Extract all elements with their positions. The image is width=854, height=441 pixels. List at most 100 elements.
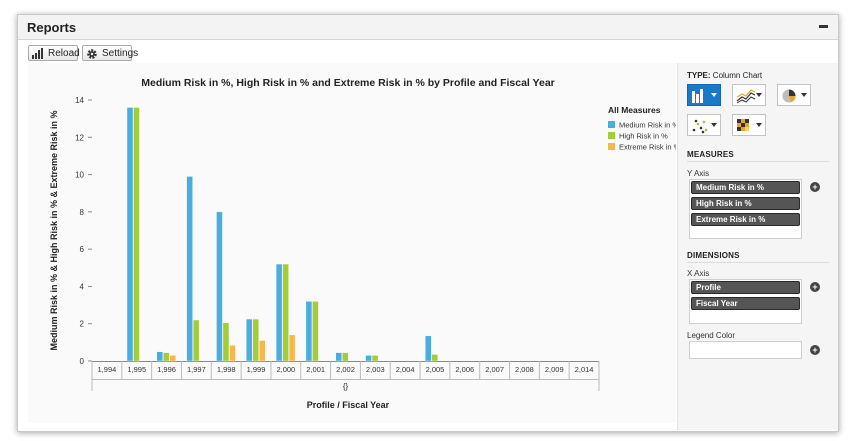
y-tick-label: 4: [80, 282, 85, 291]
chevron-down-icon: [756, 123, 762, 127]
x-tick-label: 2,006: [455, 365, 474, 374]
settings-label: Settings: [102, 47, 139, 59]
legend-swatch-0: [608, 121, 615, 128]
bar-0-1: [126, 107, 134, 362]
bar-1-2: [163, 352, 170, 362]
bar-2-4: [229, 344, 236, 362]
dimension-pill-fiscal-year[interactable]: Fiscal Year: [691, 297, 800, 310]
y-tick-label: 8: [80, 208, 85, 217]
type-label: TYPE:: [687, 71, 711, 80]
line-chart-icon: [736, 89, 756, 104]
legend-swatch-2: [608, 143, 615, 150]
add-dimension-icon[interactable]: +: [810, 282, 820, 292]
group-label: {}: [343, 382, 349, 391]
chart-panel: Medium Risk in %, High Risk in % and Ext…: [28, 63, 681, 423]
minimize-icon[interactable]: [818, 18, 830, 32]
bar-1-11: [431, 354, 438, 362]
reload-label: Reload: [48, 47, 80, 59]
reload-button[interactable]: Reload: [28, 45, 80, 61]
x-tick-label: 2,005: [426, 365, 445, 374]
chevron-down-icon: [711, 93, 717, 97]
bar-0-7: [305, 301, 313, 362]
reports-window: Reports Reload Settings Medium Risk in %…: [17, 14, 839, 432]
chevron-down-icon: [801, 93, 807, 97]
x-tick-label: 2,003: [366, 365, 385, 374]
legend-title: All Measures: [608, 105, 661, 115]
bar-2-6: [288, 334, 296, 362]
bar-chart-icon: [32, 47, 44, 59]
x-tick-label: 2,008: [515, 365, 534, 374]
bar-2-2: [169, 355, 177, 362]
chart-type-row: TYPE: Column Chart: [687, 71, 762, 80]
bar-2-5: [259, 340, 266, 362]
column-chart-type-button[interactable]: [687, 84, 721, 106]
y-axis-label: Y Axis: [687, 169, 710, 178]
bar-0-2: [156, 351, 164, 362]
scatter-chart-icon: [692, 119, 708, 134]
pie-chart-type-button[interactable]: [777, 84, 811, 106]
chart-settings-panel: TYPE: Column Chart MEASURES Y Axis Mediu…: [677, 63, 838, 430]
chart-title: Medium Risk in %, High Risk in % and Ext…: [141, 77, 555, 89]
add-measure-icon[interactable]: +: [810, 182, 820, 192]
bar-0-4: [216, 211, 223, 362]
bar-0-8: [335, 352, 342, 362]
bar-0-3: [186, 176, 193, 362]
add-legend-color-icon[interactable]: +: [810, 345, 820, 355]
divider: [687, 262, 830, 263]
x-axis-title: Profile / Fiscal Year: [307, 400, 390, 410]
x-tick-label: 1,997: [187, 365, 206, 374]
dimension-pill-profile[interactable]: Profile: [691, 281, 800, 294]
bar-1-3: [192, 319, 200, 362]
bar-0-9: [365, 355, 372, 362]
legend-entry-1: High Risk in %: [619, 132, 668, 141]
settings-button[interactable]: Settings: [82, 45, 138, 61]
x-tick-label: 2,002: [336, 365, 355, 374]
y-tick-label: 12: [75, 133, 84, 142]
legend-entry-2: Extreme Risk in %: [619, 143, 676, 152]
legend-color-label: Legend Color: [687, 331, 736, 340]
measure-pill-extreme-risk[interactable]: Extreme Risk in %: [691, 213, 800, 226]
y-tick-label: 0: [80, 357, 85, 366]
heatmap-chart-type-button[interactable]: [732, 114, 766, 136]
dimensions-section-title: DIMENSIONS: [687, 251, 740, 260]
x-tick-label: 1,995: [127, 365, 146, 374]
bar-1-9: [371, 355, 379, 362]
x-tick-label: 2,009: [545, 365, 564, 374]
y-tick-label: 2: [80, 320, 85, 329]
bar-1-7: [312, 301, 319, 362]
legend-entry-0: Medium Risk in %: [619, 121, 676, 130]
y-tick-label: 14: [75, 96, 84, 105]
x-axis-label: X Axis: [687, 269, 710, 278]
chevron-down-icon: [756, 93, 762, 97]
y-tick-label: 6: [80, 245, 85, 254]
x-tick-label: 1,994: [98, 365, 117, 374]
pie-chart-icon: [782, 89, 796, 103]
heatmap-chart-icon: [737, 119, 749, 131]
measure-pill-medium-risk[interactable]: Medium Risk in %: [691, 181, 800, 194]
column-chart: Medium Risk in %, High Risk in % and Ext…: [49, 77, 681, 410]
x-tick-label: 1,999: [247, 365, 266, 374]
measures-section-title: MEASURES: [687, 150, 734, 159]
x-tick-label: 2,007: [485, 365, 504, 374]
gear-icon: [86, 48, 98, 59]
x-tick-label: 2,000: [276, 365, 295, 374]
bar-1-1: [133, 107, 140, 362]
bar-0-5: [246, 318, 253, 362]
x-tick-label: 1,996: [157, 365, 176, 374]
toolbar: Reload Settings: [18, 40, 838, 62]
x-tick-label: 1,998: [217, 365, 236, 374]
bar-1-5: [252, 318, 259, 362]
x-tick-label: 2,001: [306, 365, 325, 374]
chevron-down-icon: [711, 123, 717, 127]
divider: [687, 161, 830, 162]
line-chart-type-button[interactable]: [732, 84, 766, 106]
x-tick-label: 2,014: [575, 365, 594, 374]
x-tick-label: 2,004: [396, 365, 415, 374]
window-title: Reports: [27, 20, 77, 35]
column-chart-icon: [692, 89, 703, 103]
scatter-chart-type-button[interactable]: [687, 114, 721, 136]
legend-color-dropzone[interactable]: [689, 341, 802, 359]
measure-pill-high-risk[interactable]: High Risk in %: [691, 197, 800, 210]
y-axis-title: Medium Risk in % & High Risk in % & Extr…: [49, 110, 59, 350]
title-bar: Reports: [18, 15, 838, 40]
